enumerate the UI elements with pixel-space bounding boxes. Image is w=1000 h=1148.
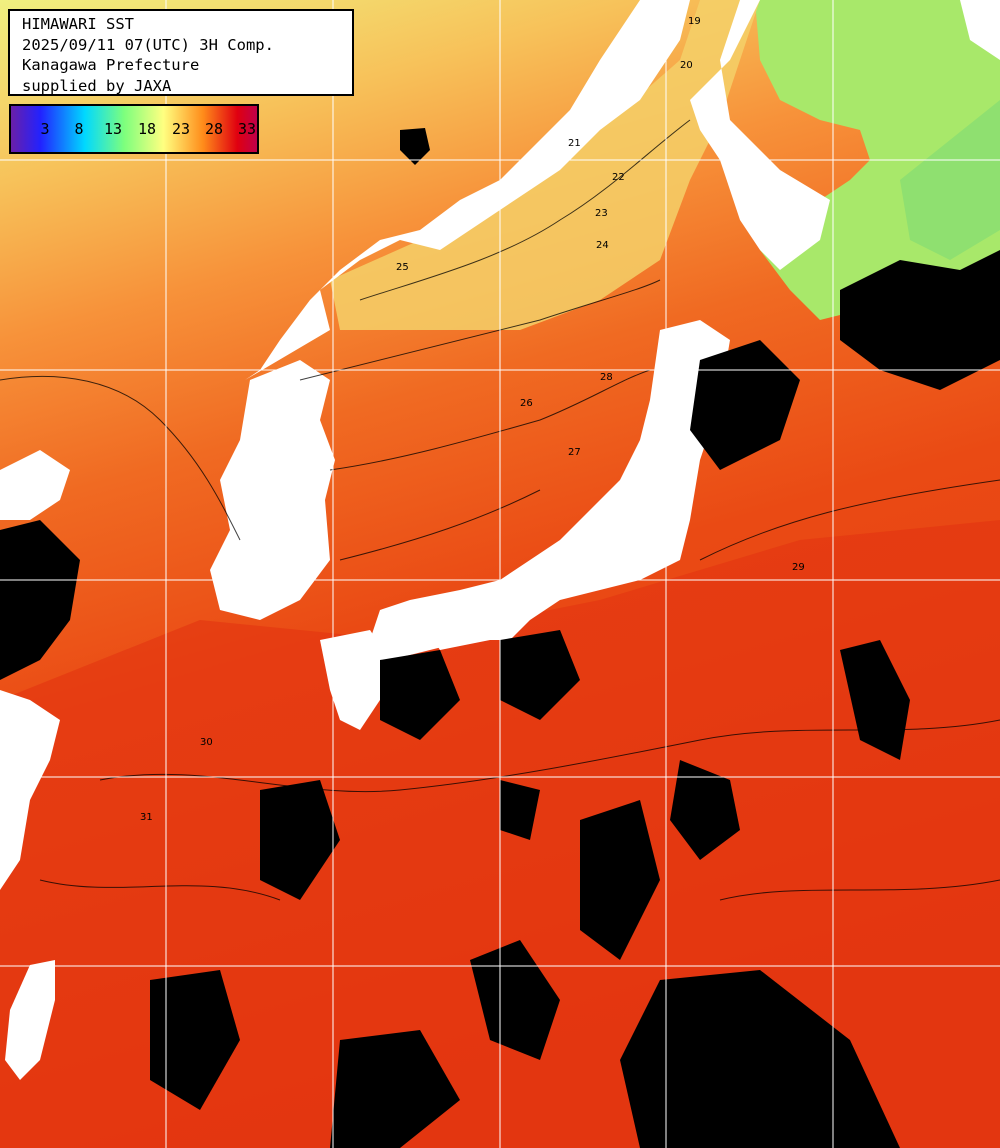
contour-label: 21 (568, 138, 581, 149)
contour-label: 27 (568, 447, 581, 458)
product-title: HIMAWARI SST (22, 15, 134, 33)
contour-label: 25 (396, 262, 409, 273)
cloud-patch (260, 780, 340, 900)
contour-label: 19 (688, 16, 701, 27)
isotherm (299, 279, 661, 381)
isotherm (359, 119, 691, 301)
contour-label: 23 (595, 208, 608, 219)
hokkaido (690, 0, 830, 270)
legend-tick: 13 (103, 120, 123, 138)
cloud-patch (150, 970, 240, 1110)
land (0, 0, 1000, 1080)
contour-label: 22 (612, 172, 625, 183)
china-coast (0, 450, 70, 520)
contour-label: 30 (200, 737, 213, 748)
cloud-patch (500, 780, 540, 840)
legend-tick: 8 (74, 120, 84, 138)
isotherm (329, 369, 651, 471)
cloud-patch (690, 340, 800, 470)
cool-water-east (900, 100, 1000, 260)
observation-time: 2025/09/11 07(UTC) 3H Comp. (22, 35, 274, 54)
contour-label: 31 (140, 812, 153, 823)
cloud-patch (500, 630, 580, 720)
map-info-box: HIMAWARI SST 2025/09/11 07(UTC) 3H Comp.… (8, 9, 354, 96)
korean-peninsula (245, 0, 690, 380)
isotherms (0, 119, 1000, 901)
cloud-patch (0, 520, 80, 680)
legend-ticks: 3 8 13 18 23 28 33 (11, 106, 257, 152)
legend-tick: 33 (237, 120, 257, 138)
contour-label: 26 (520, 398, 533, 409)
honshu (370, 320, 730, 660)
taiwan (5, 960, 55, 1080)
legend-tick: 18 (137, 120, 157, 138)
contour-label: 29 (792, 562, 805, 573)
cloud-patch (670, 760, 740, 860)
legend-tick: 23 (171, 120, 191, 138)
contour-label: 28 (600, 372, 613, 383)
china-mainland (0, 690, 60, 890)
cloud-patch (470, 940, 560, 1060)
contour-label: 20 (680, 60, 693, 71)
contour-labels: 19 20 21 22 23 24 25 26 27 28 29 30 31 (140, 16, 805, 823)
provider-prefecture: Kanagawa Prefecture (22, 56, 200, 74)
kyushu (320, 630, 390, 730)
korea-south (210, 360, 335, 620)
isotherm (699, 479, 1000, 561)
cloud-cover (0, 128, 1000, 1148)
legend-color-bar (11, 106, 257, 152)
legend-tick: 3 (40, 120, 50, 138)
isotherm (39, 879, 281, 901)
cloud-patch (620, 970, 900, 1148)
legend-tick: 28 (204, 120, 224, 138)
isotherm (719, 879, 1000, 901)
cloud-patch (400, 128, 430, 165)
cloud-patch (380, 650, 460, 740)
isotherm (339, 489, 541, 561)
sakhalin-edge (960, 0, 1000, 60)
isotherm (0, 375, 241, 541)
cloud-patch (840, 250, 1000, 390)
cloud-patch (580, 800, 660, 960)
isotherm (99, 719, 1000, 793)
shikoku (420, 610, 500, 650)
contour-label: 24 (596, 240, 609, 251)
data-source: supplied by JAXA (22, 76, 172, 95)
cloud-patch (330, 1030, 460, 1148)
temperature-color-legend: 3 8 13 18 23 28 33 (9, 104, 259, 154)
